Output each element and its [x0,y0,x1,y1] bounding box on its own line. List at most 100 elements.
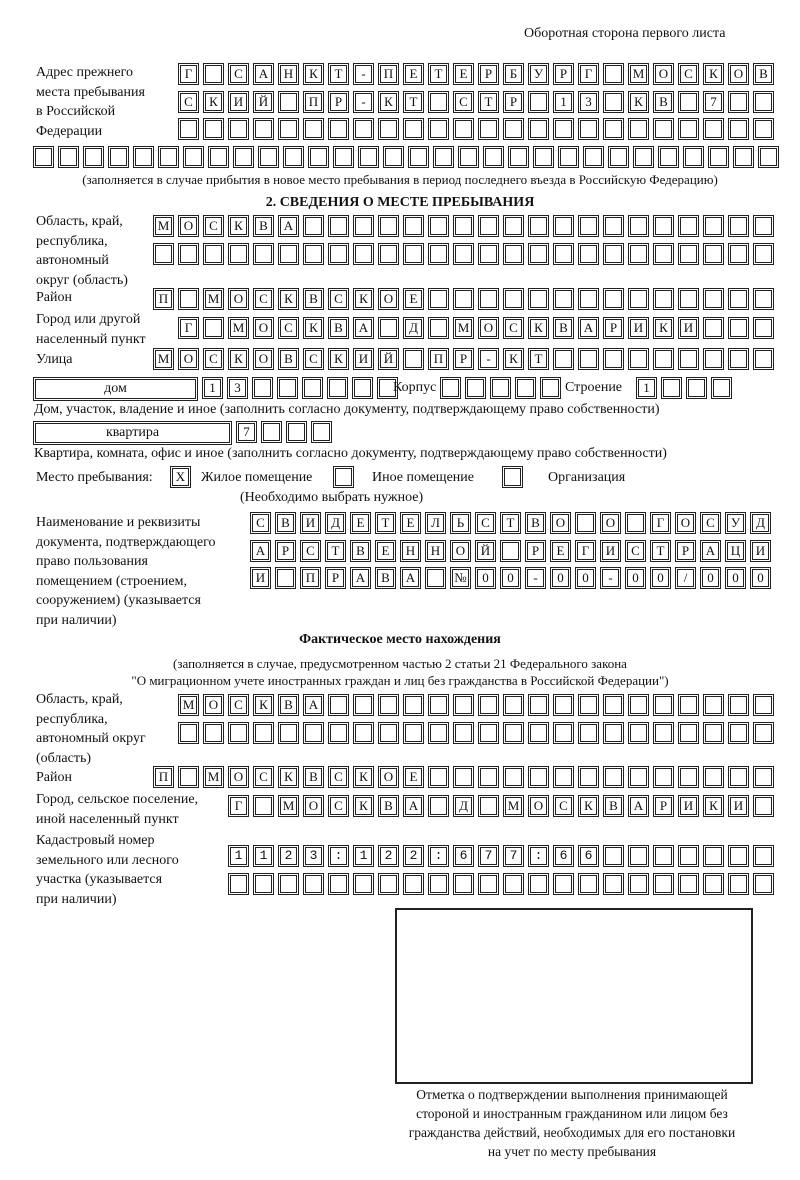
char-cell[interactable]: П [303,91,324,113]
char-cell[interactable] [578,288,599,310]
char-cell[interactable] [653,722,674,744]
char-cell[interactable]: А [278,215,299,237]
char-cell[interactable]: О [600,512,621,534]
char-cell[interactable] [653,845,674,867]
char-cell[interactable] [328,215,349,237]
char-cell[interactable]: О [253,317,274,339]
char-cell[interactable]: К [353,795,374,817]
char-cell[interactable]: О [228,766,249,788]
char-cell[interactable] [628,348,649,370]
char-cell[interactable] [603,63,624,85]
char-cell[interactable] [653,766,674,788]
char-cell[interactable]: С [700,512,721,534]
char-cell[interactable] [578,348,599,370]
char-cell[interactable] [178,118,199,140]
char-cell[interactable]: К [278,766,299,788]
char-cell[interactable] [428,288,449,310]
char-cell[interactable] [428,694,449,716]
char-cell[interactable] [553,722,574,744]
char-cell[interactable] [528,243,549,265]
char-cell[interactable]: 0 [650,567,671,589]
char-cell[interactable] [208,146,229,168]
char-cell[interactable] [428,722,449,744]
char-cell[interactable]: С [278,317,299,339]
char-cell[interactable]: - [525,567,546,589]
char-cell[interactable] [528,873,549,895]
korpus-row[interactable] [440,377,562,399]
char-cell[interactable] [753,722,774,744]
char-cell[interactable]: Р [453,348,474,370]
char-cell[interactable] [728,91,749,113]
char-cell[interactable] [540,377,561,399]
char-cell[interactable]: У [725,512,746,534]
char-cell[interactable] [678,348,699,370]
char-cell[interactable] [575,512,596,534]
char-cell[interactable] [628,873,649,895]
char-cell[interactable] [653,694,674,716]
char-cell[interactable] [428,91,449,113]
char-cell[interactable] [553,694,574,716]
char-cell[interactable] [753,215,774,237]
char-cell[interactable]: 1 [202,377,223,399]
char-cell[interactable] [625,512,646,534]
char-cell[interactable]: О [228,288,249,310]
char-cell[interactable]: К [228,348,249,370]
char-cell[interactable] [503,288,524,310]
char-cell[interactable]: М [203,288,224,310]
char-cell[interactable]: О [653,63,674,85]
char-cell[interactable] [653,873,674,895]
char-cell[interactable] [253,243,274,265]
char-cell[interactable] [303,845,324,867]
char-cell[interactable] [453,722,474,744]
char-cell[interactable] [578,766,599,788]
char-cell[interactable] [753,348,774,370]
char-cell[interactable] [753,766,774,788]
char-cell[interactable] [383,146,404,168]
char-cell[interactable] [378,722,399,744]
char-cell[interactable]: С [228,694,249,716]
char-cell[interactable]: Г [650,512,671,534]
char-cell[interactable]: Т [528,348,549,370]
char-cell[interactable] [203,243,224,265]
char-cell[interactable] [628,694,649,716]
char-cell[interactable] [403,215,424,237]
char-cell[interactable] [578,118,599,140]
char-cell[interactable] [753,317,774,339]
char-cell[interactable] [628,243,649,265]
char-cell[interactable]: В [525,512,546,534]
char-cell[interactable]: А [253,63,274,85]
char-cell[interactable]: С [503,317,524,339]
char-cell[interactable] [503,722,524,744]
char-cell[interactable] [453,243,474,265]
char-cell[interactable] [728,317,749,339]
char-cell[interactable]: Е [403,288,424,310]
char-cell[interactable] [733,146,754,168]
char-cell[interactable]: - [600,567,621,589]
char-cell[interactable]: А [400,567,421,589]
char-cell[interactable] [311,421,332,443]
char-cell[interactable]: К [653,317,674,339]
char-cell[interactable] [753,118,774,140]
char-cell[interactable]: М [153,215,174,237]
char-cell[interactable]: А [628,795,649,817]
char-cell[interactable]: И [250,567,271,589]
char-cell[interactable] [678,215,699,237]
char-cell[interactable] [653,118,674,140]
char-cell[interactable] [753,91,774,113]
char-cell[interactable] [483,146,504,168]
char-cell[interactable] [253,873,274,895]
char-cell[interactable] [353,722,374,744]
char-cell[interactable]: 1 [553,91,574,113]
char-cell[interactable] [528,722,549,744]
char-cell[interactable]: Е [350,512,371,534]
char-cell[interactable] [440,377,461,399]
char-cell[interactable]: В [303,288,324,310]
char-cell[interactable] [578,694,599,716]
char-cell[interactable]: Г [178,63,199,85]
char-cell[interactable] [203,118,224,140]
char-cell[interactable]: Е [550,540,571,562]
char-cell[interactable] [678,845,699,867]
char-cell[interactable] [603,118,624,140]
char-cell[interactable] [328,694,349,716]
